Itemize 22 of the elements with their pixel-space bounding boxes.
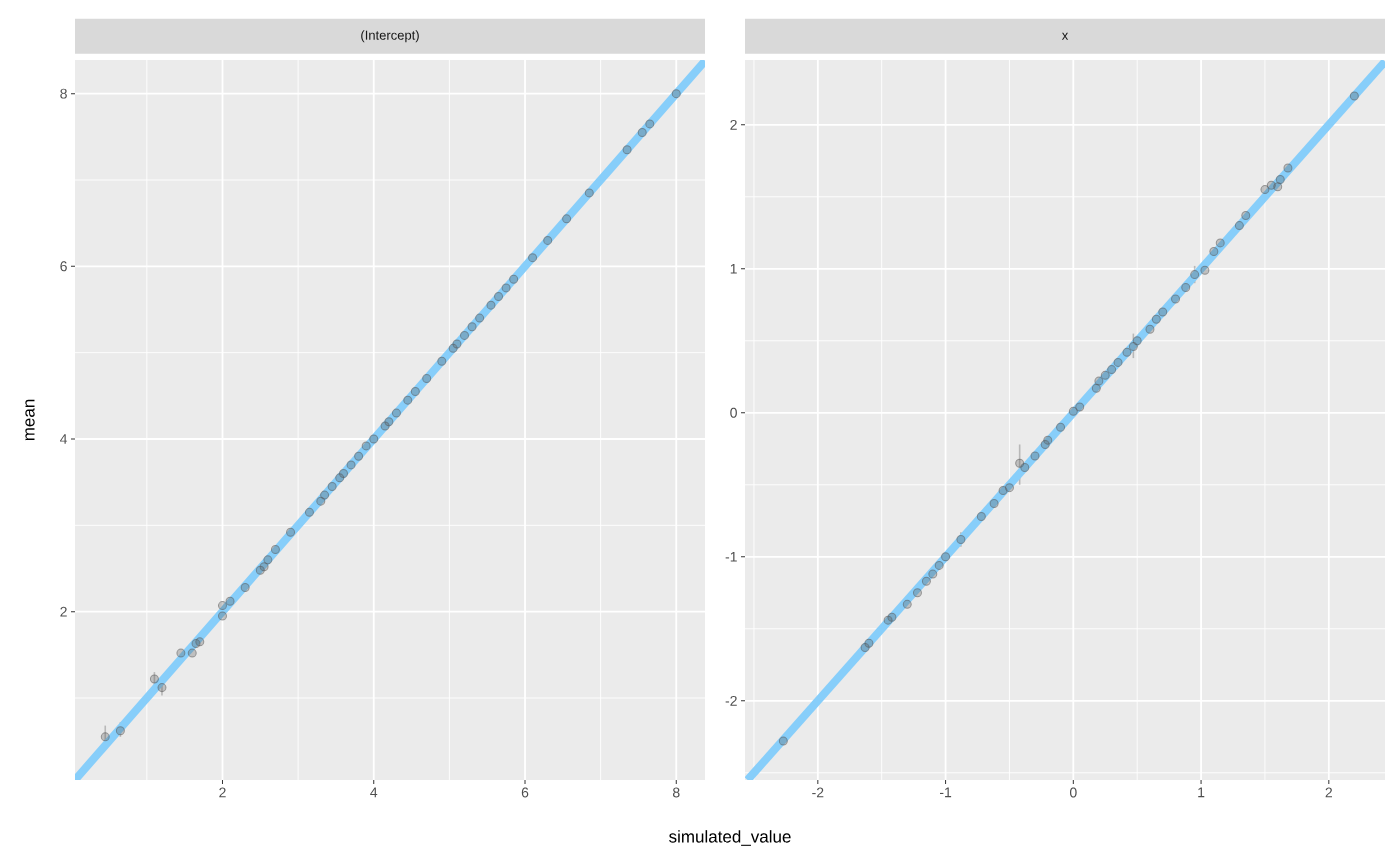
x-tick-label: 6: [521, 787, 529, 798]
y-tick-label: 1: [730, 263, 737, 274]
y-tick-label: 6: [60, 261, 67, 272]
x-axis-title: simulated_value: [669, 830, 791, 846]
y-axis-title: mean: [25, 399, 35, 441]
y-tick-label: -2: [725, 695, 737, 706]
x-tick-label: 4: [370, 787, 378, 798]
x-tick-label: 1: [1198, 787, 1205, 798]
y-tick-label: -1: [725, 551, 737, 562]
y-tick-label: 0: [730, 407, 737, 418]
x-tick-label: -1: [939, 787, 952, 798]
x-tick-label: -2: [812, 787, 824, 798]
y-tick-label: 2: [60, 606, 67, 617]
x-tick-label: 2: [1325, 787, 1333, 798]
y-tick-label: 4: [60, 434, 68, 444]
chart-title: x: [1061, 32, 1069, 40]
x-tick-label: 0: [1069, 787, 1077, 798]
y-tick-label: 8: [60, 88, 67, 99]
y-tick-label: 2: [730, 119, 737, 130]
x-tick-label: 8: [672, 787, 680, 798]
chart-title: (Intercept): [361, 30, 419, 43]
x-tick-label: 2: [219, 787, 226, 798]
